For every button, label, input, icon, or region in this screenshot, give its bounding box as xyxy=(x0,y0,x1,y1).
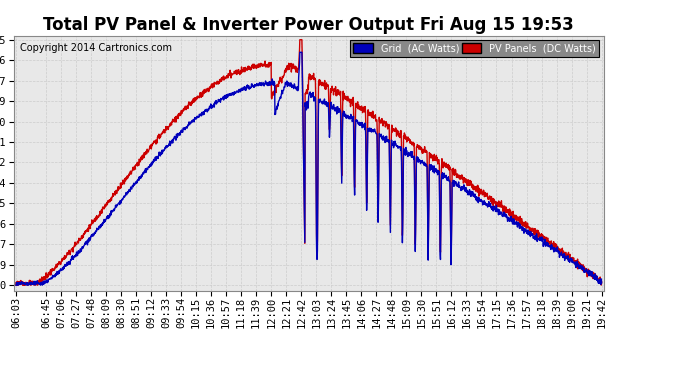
Title: Total PV Panel & Inverter Power Output Fri Aug 15 19:53: Total PV Panel & Inverter Power Output F… xyxy=(43,16,574,34)
Legend: Grid  (AC Watts), PV Panels  (DC Watts): Grid (AC Watts), PV Panels (DC Watts) xyxy=(351,40,599,57)
Text: Copyright 2014 Cartronics.com: Copyright 2014 Cartronics.com xyxy=(20,43,172,53)
